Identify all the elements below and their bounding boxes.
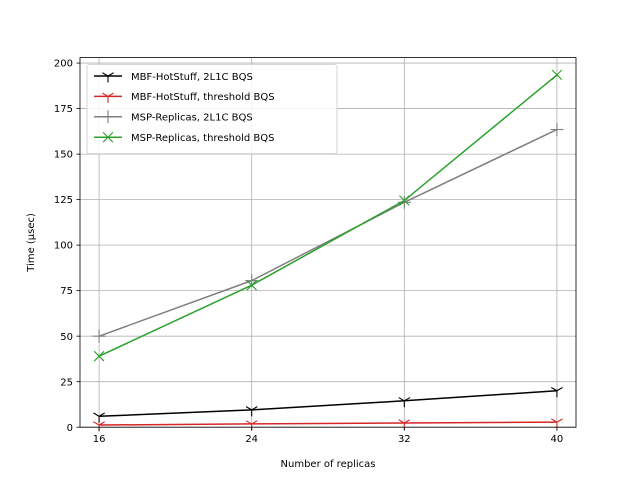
legend-marker — [102, 72, 114, 83]
y-tick-label: 175 — [54, 104, 73, 115]
legend-label: MBF-HotStuff, threshold BQS — [131, 92, 275, 103]
y-tick-label: 125 — [54, 195, 73, 206]
legend-marker — [102, 92, 114, 103]
legend-item: MBF-HotStuff, 2L1C BQS — [94, 72, 253, 83]
y-tick-label: 100 — [54, 241, 73, 252]
data-point — [551, 387, 563, 398]
legend-box — [86, 64, 338, 155]
legend-label: MSP-Replicas, 2L1C BQS — [131, 113, 253, 124]
y-tick-label: 50 — [60, 332, 73, 343]
x-tick-label: 32 — [398, 434, 411, 445]
y-axis-label: Time (µsec) — [26, 213, 37, 273]
y-axis-ticks: 0 25 50 75 100 125 150 175 200 — [54, 59, 80, 434]
y-tick-label: 0 — [67, 423, 73, 434]
legend-label: MBF-HotStuff, 2L1C BQS — [131, 72, 253, 83]
data-point — [398, 397, 411, 408]
x-axis-ticks: 16 24 32 40 — [93, 427, 564, 445]
legend-marker — [101, 110, 115, 124]
legend: MBF-HotStuff, 2L1C BQS MBF-HotStuff, thre… — [86, 64, 338, 155]
x-tick-label: 24 — [245, 434, 258, 445]
y-tick-label: 150 — [54, 150, 73, 161]
plot-frame — [79, 57, 577, 428]
data-point — [399, 195, 410, 206]
y-tick-label: 75 — [60, 286, 73, 297]
x-tick-label: 16 — [93, 434, 106, 445]
series-1 — [93, 387, 563, 423]
x-tick-label: 40 — [551, 434, 564, 445]
series-group — [92, 69, 564, 432]
data-point — [92, 329, 106, 343]
x-axis-label: Number of replicas — [281, 459, 376, 470]
data-point — [93, 412, 105, 423]
data-point — [551, 69, 563, 81]
y-tick-label: 25 — [60, 377, 73, 388]
data-point — [550, 123, 564, 137]
series-line — [99, 421, 557, 426]
legend-item: MSP-Replicas, threshold BQS — [94, 131, 275, 144]
legend-item: MSP-Replicas, 2L1C BQS — [94, 110, 253, 124]
series-line — [98, 128, 558, 337]
legend-marker — [102, 131, 114, 143]
series-line — [98, 74, 558, 357]
data-point — [246, 279, 257, 291]
series-line — [99, 390, 557, 418]
data-point — [245, 406, 258, 417]
y-tick-label: 200 — [54, 59, 73, 70]
legend-item: MBF-HotStuff, threshold BQS — [94, 92, 275, 103]
legend-label: MSP-Replicas, threshold BQS — [131, 133, 275, 144]
series-4 — [93, 69, 563, 362]
data-point — [93, 350, 105, 362]
